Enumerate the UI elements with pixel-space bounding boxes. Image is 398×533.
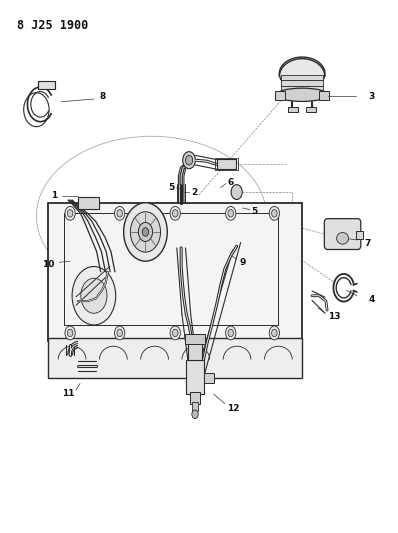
Circle shape bbox=[124, 203, 167, 261]
Text: 12: 12 bbox=[227, 405, 240, 414]
Circle shape bbox=[228, 329, 234, 337]
Bar bbox=[319, 91, 329, 100]
Circle shape bbox=[228, 209, 234, 217]
Bar bbox=[281, 75, 323, 80]
Bar bbox=[192, 401, 198, 411]
Bar bbox=[185, 334, 205, 344]
Text: 13: 13 bbox=[328, 312, 340, 321]
Bar bbox=[48, 203, 302, 341]
Circle shape bbox=[72, 266, 116, 325]
Text: 5: 5 bbox=[168, 183, 174, 192]
Bar bbox=[78, 197, 99, 209]
Bar bbox=[64, 213, 278, 325]
Circle shape bbox=[185, 156, 193, 165]
Text: 8: 8 bbox=[100, 92, 106, 101]
Bar bbox=[306, 107, 316, 112]
Circle shape bbox=[226, 326, 236, 340]
Circle shape bbox=[81, 278, 107, 313]
Circle shape bbox=[183, 152, 195, 168]
Bar bbox=[38, 82, 55, 89]
Circle shape bbox=[172, 209, 178, 217]
Circle shape bbox=[271, 209, 277, 217]
Text: 3: 3 bbox=[369, 92, 375, 101]
Text: 6: 6 bbox=[228, 178, 234, 187]
Circle shape bbox=[271, 329, 277, 337]
Bar bbox=[281, 86, 323, 91]
Circle shape bbox=[172, 329, 178, 337]
Circle shape bbox=[117, 329, 123, 337]
Circle shape bbox=[115, 206, 125, 220]
Circle shape bbox=[170, 206, 180, 220]
Text: 9: 9 bbox=[240, 258, 246, 266]
Circle shape bbox=[65, 326, 75, 340]
Circle shape bbox=[139, 222, 152, 241]
Text: 10: 10 bbox=[42, 261, 55, 269]
Circle shape bbox=[65, 206, 75, 220]
Circle shape bbox=[67, 209, 73, 217]
Bar bbox=[215, 158, 238, 170]
Bar bbox=[275, 91, 285, 100]
Bar bbox=[281, 80, 323, 86]
Circle shape bbox=[115, 326, 125, 340]
Bar bbox=[188, 338, 202, 360]
Bar bbox=[204, 373, 214, 383]
Circle shape bbox=[269, 326, 279, 340]
Circle shape bbox=[131, 212, 160, 252]
Circle shape bbox=[226, 206, 236, 220]
Bar bbox=[356, 231, 363, 239]
Bar bbox=[190, 392, 200, 403]
Bar bbox=[48, 338, 302, 378]
Circle shape bbox=[67, 329, 73, 337]
Text: 11: 11 bbox=[62, 389, 74, 398]
Circle shape bbox=[117, 209, 123, 217]
Ellipse shape bbox=[279, 57, 325, 90]
Circle shape bbox=[142, 228, 148, 236]
Circle shape bbox=[170, 326, 180, 340]
Ellipse shape bbox=[276, 88, 328, 101]
Text: 5: 5 bbox=[252, 207, 258, 216]
Text: 2: 2 bbox=[191, 188, 197, 197]
Bar bbox=[132, 239, 159, 247]
Bar bbox=[217, 159, 236, 168]
Text: 8 J25 1900: 8 J25 1900 bbox=[17, 19, 88, 33]
Text: 7: 7 bbox=[365, 239, 371, 248]
Circle shape bbox=[231, 184, 242, 199]
Bar bbox=[186, 360, 204, 394]
Ellipse shape bbox=[337, 232, 349, 244]
Circle shape bbox=[192, 410, 198, 418]
Bar bbox=[288, 107, 298, 112]
FancyBboxPatch shape bbox=[324, 219, 361, 249]
Text: 1: 1 bbox=[51, 191, 57, 200]
Text: 4: 4 bbox=[368, 295, 375, 304]
Circle shape bbox=[269, 206, 279, 220]
